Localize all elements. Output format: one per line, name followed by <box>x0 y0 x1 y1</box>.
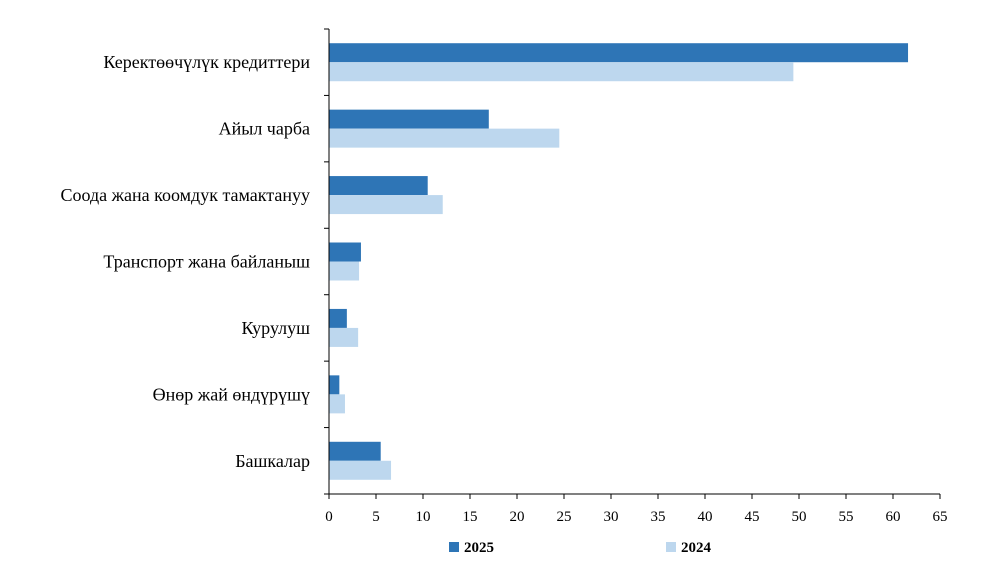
x-tick-label: 50 <box>792 509 807 525</box>
bar-2025-2 <box>329 109 489 129</box>
bars-group <box>329 43 909 480</box>
bar-2024-4 <box>329 261 360 281</box>
category-labels: Керектөөчүлүк кредиттери Айыл чарба Соода … <box>60 52 310 471</box>
axes <box>324 28 940 495</box>
bar-2024-6 <box>329 394 345 414</box>
bar-2025-6 <box>329 375 340 395</box>
x-tick-label: 35 <box>651 509 666 525</box>
bar-2024-5 <box>329 327 359 347</box>
x-axis-ticks: 0 5 10 15 20 25 30 35 40 45 50 55 60 65 <box>325 494 948 525</box>
category-label: Башкалар <box>235 451 310 471</box>
x-tick-label: 60 <box>886 509 901 525</box>
legend-label: 2024 <box>681 540 712 556</box>
x-tick-label: 55 <box>839 509 854 525</box>
legend: 2025 2024 <box>449 540 712 556</box>
category-label: Айыл чарба <box>219 119 310 139</box>
category-label: Өнөр жай өндүрүшү <box>153 384 310 404</box>
category-label: Транспорт жана байланыш <box>103 252 310 272</box>
bar-2025-4 <box>329 242 361 262</box>
category-label: Курулуш <box>242 318 311 338</box>
bar-2025-5 <box>329 308 347 328</box>
category-label: Соода жана коомдук тамактануу <box>60 185 310 205</box>
bar-2025-7 <box>329 441 381 461</box>
x-tick-label: 20 <box>510 509 525 525</box>
x-tick-label: 25 <box>557 509 572 525</box>
bar-2024-7 <box>329 460 392 480</box>
bar-2025-1 <box>329 43 909 63</box>
x-tick-label: 65 <box>933 509 948 525</box>
legend-swatch-2025 <box>449 542 459 552</box>
bar-2024-1 <box>329 62 794 82</box>
x-tick-label: 40 <box>698 509 713 525</box>
legend-swatch-2024 <box>666 542 676 552</box>
bar-2024-3 <box>329 195 443 215</box>
bar-2025-3 <box>329 176 428 196</box>
category-label: Керектөөчүлүк кредиттери <box>103 52 310 72</box>
x-tick-label: 0 <box>325 509 333 525</box>
x-tick-label: 15 <box>463 509 478 525</box>
x-tick-label: 10 <box>416 509 431 525</box>
x-tick-label: 5 <box>372 509 380 525</box>
x-tick-label: 45 <box>745 509 760 525</box>
x-tick-label: 30 <box>604 509 619 525</box>
bar-2024-2 <box>329 128 560 148</box>
legend-label: 2025 <box>464 540 494 556</box>
